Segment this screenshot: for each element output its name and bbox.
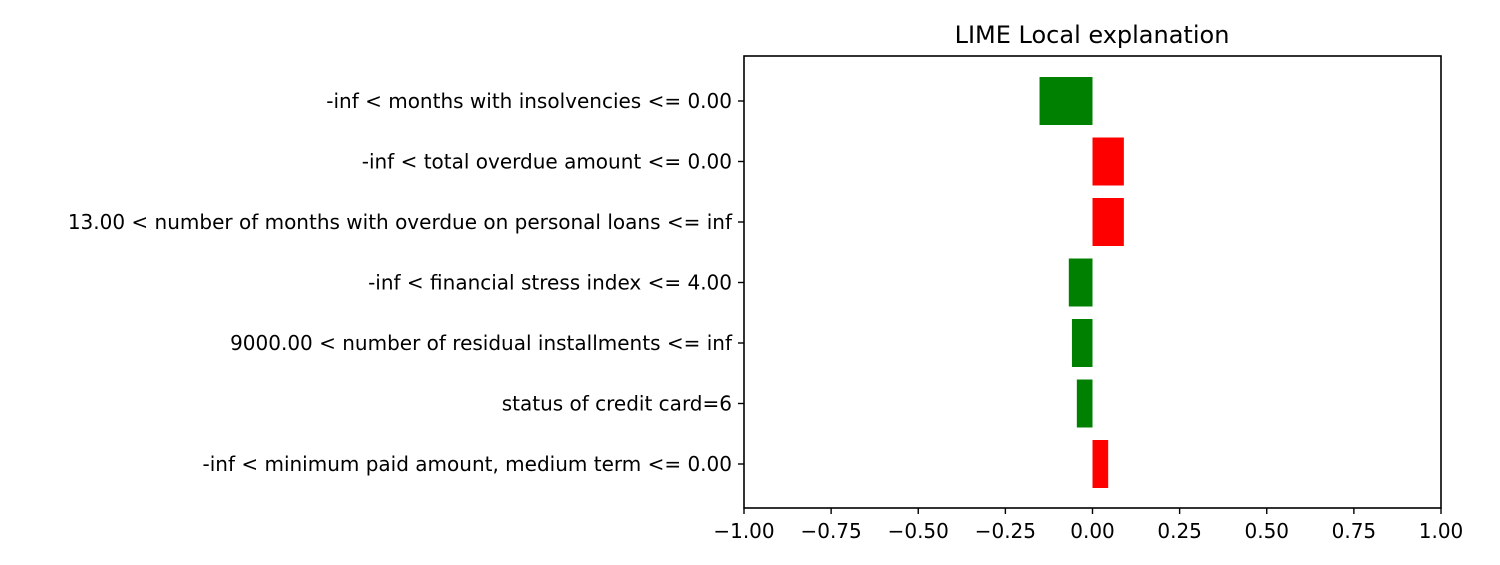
y-tick-label: 13.00 < number of months with overdue on… [68,210,733,234]
x-tick-label: −0.75 [800,519,861,543]
bar-3 [1092,198,1124,246]
bar-2 [1092,137,1124,186]
bar-4 [1068,258,1093,307]
x-tick-label: 0.25 [1157,519,1202,543]
bar-7 [1092,440,1109,488]
x-tick-label: −1.00 [713,519,774,543]
bar-6 [1076,379,1093,428]
bar-1 [1039,77,1093,125]
x-tick-label: 0.50 [1244,519,1289,543]
y-tick-label: -inf < minimum paid amount, medium term … [203,452,733,476]
x-tick-label: 0.75 [1332,519,1377,543]
bars-group [1039,77,1124,488]
bar-5 [1071,319,1093,367]
x-ticks: −1.00 −0.75 −0.50 −0.25 0.00 0.25 0.50 0.75 1.00 [713,508,1463,543]
y-tick-label: -inf < total overdue amount <= 0.00 [362,150,732,174]
x-tick-label: −0.50 [888,519,949,543]
x-tick-label: 0.00 [1070,519,1115,543]
y-tick-label: 9000.00 < number of residual installment… [230,331,733,355]
y-tick-label: -inf < financial stress index <= 4.00 [368,271,732,295]
y-tick-label: status of credit card=6 [502,392,732,416]
x-tick-label: −0.25 [975,519,1036,543]
y-tick-label: -inf < months with insolvencies <= 0.00 [326,89,732,113]
chart-title: LIME Local explanation [955,21,1230,49]
plot-frame [743,55,1442,509]
x-tick-label: 1.00 [1419,519,1464,543]
y-tick-labels: -inf < months with insolvencies <= 0.00 -… [68,89,744,476]
